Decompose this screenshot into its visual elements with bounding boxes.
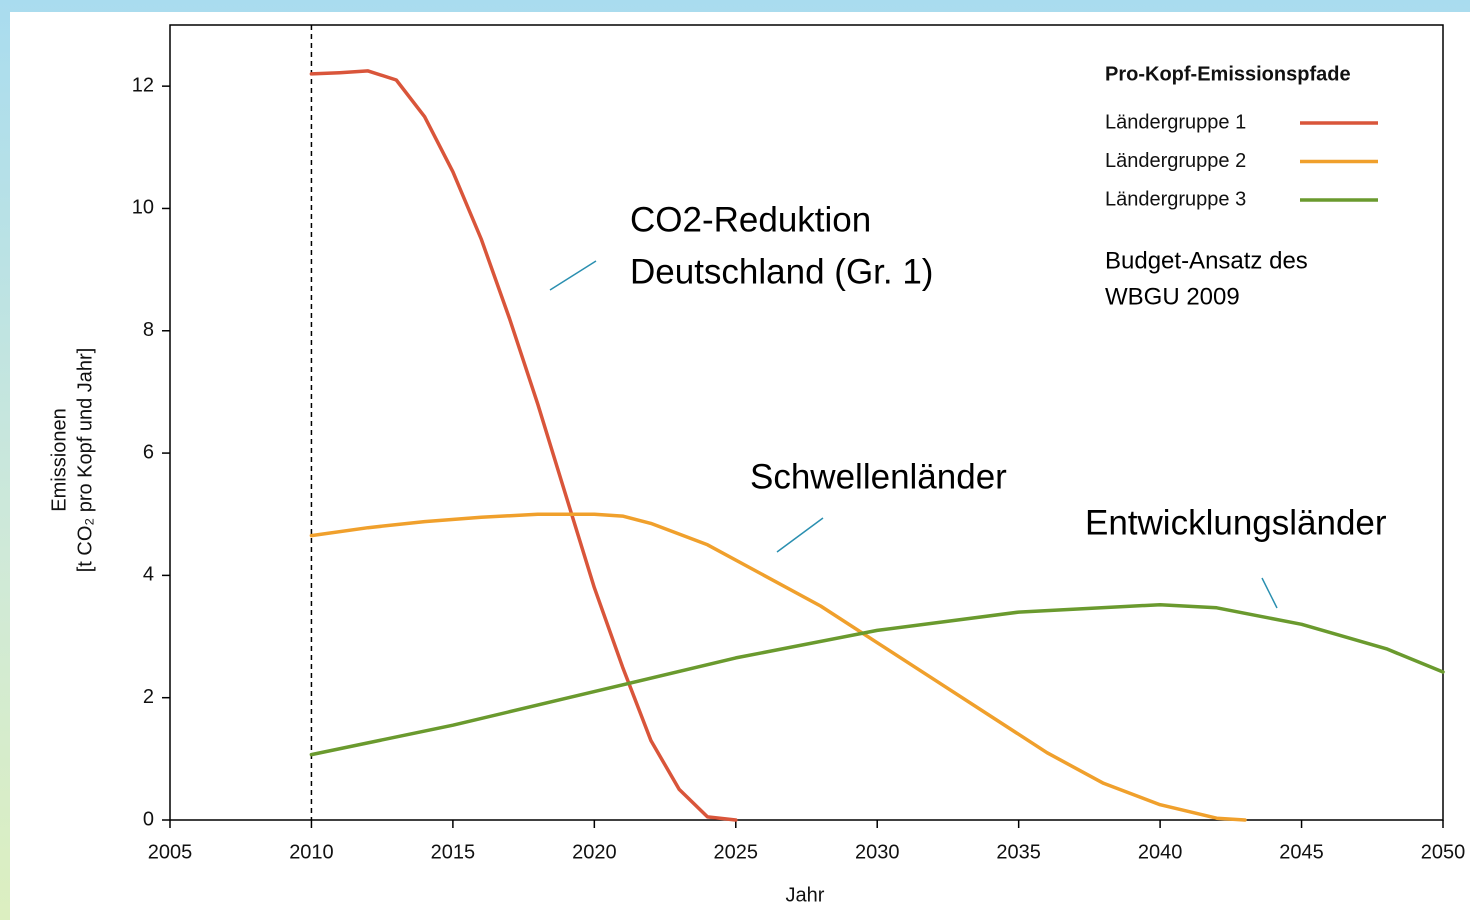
- legend-label: Ländergruppe 1: [1105, 111, 1246, 133]
- x-tick-label: 2010: [289, 841, 334, 863]
- legend-title: Pro-Kopf-Emissionspfade: [1105, 63, 1351, 85]
- x-tick-label: 2005: [148, 841, 193, 863]
- plot-frame: [169, 24, 1444, 821]
- x-tick-label: 2045: [1279, 841, 1324, 863]
- series-line: [309, 69, 738, 822]
- x-tick-label: 2040: [1138, 841, 1183, 863]
- x-tick-label: 2015: [431, 841, 476, 863]
- y-tick-label: 6: [143, 441, 154, 463]
- panel: [10, 12, 1470, 920]
- y-tick-label: 12: [132, 74, 154, 96]
- x-tick-label: 2035: [996, 841, 1041, 863]
- y-tick-label: 0: [143, 808, 154, 830]
- annotation: CO2-Reduktion: [630, 200, 871, 239]
- leader-line: [1261, 577, 1278, 609]
- y-tick-label: 2: [143, 686, 154, 708]
- x-tick-label: 2030: [855, 841, 900, 863]
- annotation: Entwicklungsländer: [1085, 503, 1387, 542]
- x-tick-label: 2020: [572, 841, 617, 863]
- annotation: Schwellenländer: [750, 457, 1007, 496]
- series-line: [309, 602, 1445, 757]
- x-tick-label: 2025: [714, 841, 759, 863]
- note: WBGU 2009: [1105, 283, 1240, 310]
- x-tick-label: 2050: [1421, 841, 1466, 863]
- legend-label: Ländergruppe 2: [1105, 150, 1246, 172]
- y-tick-label: 10: [132, 197, 154, 219]
- leader-line: [549, 260, 597, 291]
- annotation: Deutschland (Gr. 1): [630, 252, 933, 291]
- y-axis-label: Emissionen [t CO₂ pro Kopf und Jahr]: [48, 348, 96, 573]
- y-tick-label: 4: [143, 564, 154, 586]
- note: Budget-Ansatz des: [1105, 247, 1308, 274]
- leader-line: [776, 517, 824, 553]
- legend-label: Ländergruppe 3: [1105, 188, 1246, 210]
- y-tick-label: 8: [143, 319, 154, 341]
- y-axis-label-line: [t CO₂ pro Kopf und Jahr]: [74, 348, 96, 573]
- x-axis-label: Jahr: [786, 884, 825, 906]
- series-line: [309, 512, 1247, 822]
- y-axis-label-line: Emissionen: [48, 408, 70, 511]
